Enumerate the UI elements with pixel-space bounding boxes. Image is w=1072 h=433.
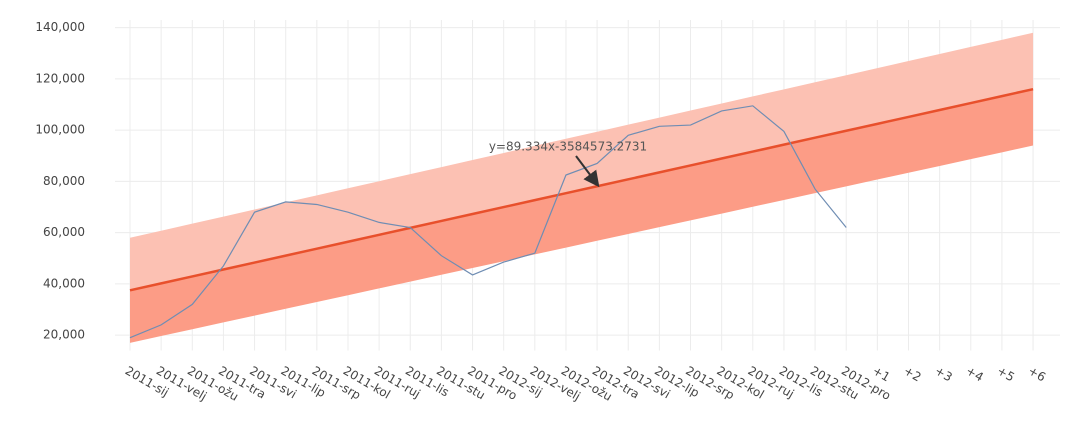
x-tick-label: +5 — [995, 364, 1017, 385]
trend-line — [129, 87, 1034, 292]
marks — [129, 32, 1034, 343]
y-tick-label: 120,000 — [35, 71, 85, 85]
y-tick-label: 40,000 — [43, 276, 85, 290]
upper-band — [130, 32, 1034, 291]
lower-band — [130, 89, 1034, 343]
y-tick-label: 80,000 — [43, 174, 85, 188]
x-tick-label: +2 — [901, 364, 923, 385]
x-tick-label: +6 — [1026, 364, 1048, 385]
y-tick-label: 60,000 — [43, 225, 85, 239]
annotation: y=89.334x-3584573.2731 — [489, 140, 647, 154]
y-tick-label: 140,000 — [35, 20, 85, 34]
annotation-arrow — [575, 155, 600, 188]
y-tick-label: 20,000 — [43, 328, 85, 342]
x-tick-label: +4 — [964, 364, 986, 385]
x-tick-label: +3 — [932, 364, 954, 385]
y-tick-label: 100,000 — [35, 123, 85, 137]
data-line — [129, 105, 847, 339]
